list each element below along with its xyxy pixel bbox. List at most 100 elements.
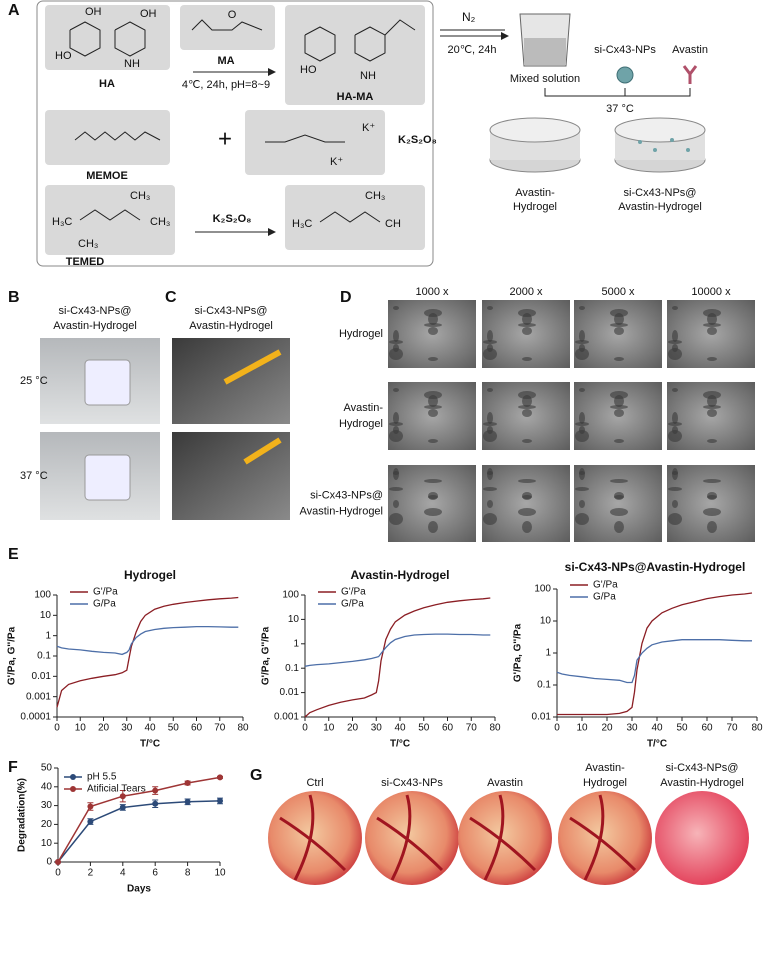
y-tick-label: 10 — [40, 610, 52, 621]
pore — [393, 500, 399, 508]
ring — [69, 21, 101, 57]
pore — [389, 430, 403, 442]
caption: Hydrogel — [513, 201, 557, 213]
pore — [389, 487, 403, 491]
pore — [393, 306, 399, 310]
pore — [428, 327, 438, 335]
x-tick-label: 70 — [466, 723, 478, 734]
pore — [483, 487, 497, 491]
x-tick-label: 70 — [726, 723, 738, 734]
pore — [518, 391, 536, 399]
series-line — [304, 633, 491, 667]
chart-title: Hydrogel — [124, 568, 176, 582]
legend-marker — [70, 774, 76, 780]
pore — [610, 479, 628, 483]
series-line — [56, 596, 239, 708]
condition: K₂S₂O₈ — [213, 213, 252, 225]
marker — [119, 804, 126, 811]
panel-label: F — [8, 759, 18, 776]
y-tick-label: 100 — [282, 590, 299, 601]
pore — [672, 412, 678, 424]
panel-title: si-Cx43-NPs@ — [195, 305, 268, 317]
y-tick-label: 0 — [46, 857, 52, 868]
pore — [428, 357, 438, 361]
pore — [428, 409, 438, 417]
atom: NH — [360, 70, 376, 82]
panel-title: Avastin-Hydrogel — [53, 320, 137, 332]
pore — [707, 357, 717, 361]
ring — [304, 26, 336, 62]
pore — [672, 306, 678, 310]
pore — [579, 388, 585, 392]
marker — [217, 797, 223, 804]
pore — [518, 479, 536, 483]
panel-label: E — [8, 546, 19, 563]
x-tick-label: 50 — [676, 723, 688, 734]
column-label: 5000 x — [601, 286, 635, 298]
pore — [487, 426, 493, 434]
atom: O — [228, 9, 237, 21]
pore — [483, 348, 497, 360]
syringe — [243, 437, 282, 465]
pore — [672, 468, 678, 480]
pore — [389, 348, 403, 360]
y-axis-label: Degradation(%) — [17, 778, 28, 852]
atom: HO — [55, 50, 72, 62]
x-tick-label: 0 — [54, 723, 60, 734]
condition: 37 °C — [606, 103, 634, 115]
pore — [668, 430, 682, 442]
bonds — [79, 209, 141, 221]
pore — [707, 439, 717, 443]
legend-label: pH 5.5 — [87, 772, 117, 783]
compound-label: HA — [99, 78, 115, 90]
condition: N₂ — [462, 10, 476, 24]
atom: H₃C — [52, 216, 72, 228]
cam-image — [558, 791, 652, 885]
y-tick-label: 0.01 — [532, 712, 552, 723]
bonds — [74, 131, 161, 141]
y-tick-label: 1 — [293, 638, 299, 649]
y-tick-label: 40 — [41, 781, 53, 792]
pore — [614, 357, 624, 361]
pore — [614, 409, 624, 417]
vessel — [569, 794, 637, 881]
pore — [614, 521, 624, 533]
pore — [668, 487, 682, 491]
pore — [703, 508, 721, 516]
group-label: Ctrl — [306, 777, 323, 789]
pore — [393, 426, 399, 434]
marker — [217, 774, 223, 781]
panel-title: si-Cx43-NPs@ — [59, 305, 132, 317]
pore — [579, 412, 585, 424]
pore — [428, 439, 438, 443]
marker — [184, 798, 191, 805]
marker — [184, 780, 191, 787]
condition: 4℃, 24h, pH=8~9 — [182, 79, 270, 91]
pore — [703, 391, 721, 399]
vessel — [279, 794, 347, 881]
y-tick-label: 100 — [534, 584, 551, 595]
caption: Avastin — [672, 44, 708, 56]
cam-image — [365, 791, 459, 885]
pore — [428, 521, 438, 533]
pore — [614, 495, 624, 499]
compound-label: TEMED — [66, 256, 105, 268]
pore — [487, 500, 493, 508]
y-tick-label: 100 — [34, 590, 51, 601]
pore — [610, 508, 628, 516]
cam-image — [458, 791, 552, 885]
solution — [524, 38, 566, 65]
bracket — [544, 88, 691, 97]
x-tick-label: 30 — [371, 723, 383, 734]
legend-label: Atificial Tears — [87, 784, 146, 795]
bonds — [191, 19, 263, 31]
panel-label: A — [8, 2, 20, 19]
series-line — [56, 625, 239, 656]
sem-grid: 1000 x 2000 x 5000 x 10000 x Hydrogel Avastin… — [299, 286, 755, 542]
legend-label: G/Pa — [93, 599, 116, 610]
caption: Avastin-Hydrogel — [618, 201, 702, 213]
x-tick-label: 10 — [214, 868, 226, 879]
pore — [487, 468, 493, 480]
syringe — [223, 349, 282, 385]
pore — [579, 344, 585, 352]
